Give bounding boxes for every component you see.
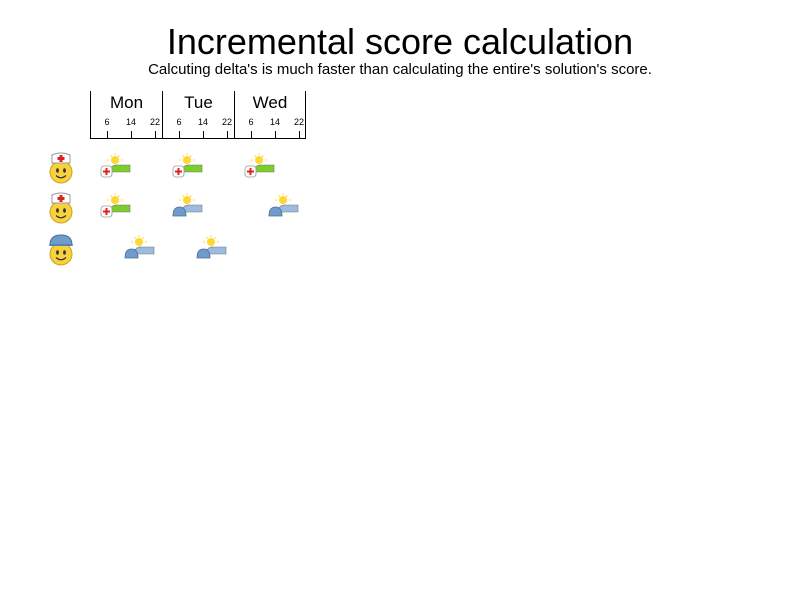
hour-tick-label: 6 [176, 117, 182, 127]
page-title: Incremental score calculation [166, 21, 634, 62]
day-column-tue: Tue 6 14 22 [162, 91, 234, 139]
day-label: Tue [184, 93, 213, 112]
hour-tick-mark [203, 131, 204, 138]
hour-tick-label: 6 [104, 117, 110, 127]
hour-tick-mark [179, 131, 180, 138]
hour-tick-label: 22 [149, 117, 160, 127]
worker-icon [46, 233, 76, 267]
hour-tick-label: 14 [197, 117, 208, 127]
hour-tick-label: 6 [248, 117, 254, 127]
worker-shift-icon[interactable] [196, 234, 230, 262]
hour-tick-mark [131, 131, 132, 138]
hour-tick-mark [155, 131, 156, 138]
worker-shift-icon[interactable] [268, 192, 302, 220]
hour-tick-mark [251, 131, 252, 138]
nurse-shift-icon[interactable] [172, 152, 206, 180]
hour-tick-mark [107, 131, 108, 138]
worker-shift-icon[interactable] [124, 234, 158, 262]
hour-tick-label: 22 [221, 117, 232, 127]
nurse-icon [46, 191, 76, 225]
nurse-shift-icon[interactable] [100, 192, 134, 220]
nurse-shift-icon[interactable] [244, 152, 278, 180]
hour-tick-label: 14 [125, 117, 136, 127]
page-subtitle: Calcuting delta's is much faster than ca… [148, 61, 652, 78]
worker-shift-icon[interactable] [172, 192, 206, 220]
hour-tick-mark [275, 131, 276, 138]
day-label: Wed [252, 93, 288, 112]
day-column-mon: Mon 6 14 22 [90, 91, 162, 139]
hour-tick-label: 14 [269, 117, 280, 127]
hour-tick-mark [227, 131, 228, 138]
hour-tick-mark [299, 131, 300, 138]
day-label: Mon [109, 93, 144, 112]
nurse-shift-icon[interactable] [100, 152, 134, 180]
day-column-wed: Wed 6 14 22 [234, 91, 306, 139]
timeline-axis [90, 138, 306, 139]
nurse-icon [46, 151, 76, 185]
hour-tick-label: 22 [293, 117, 304, 127]
